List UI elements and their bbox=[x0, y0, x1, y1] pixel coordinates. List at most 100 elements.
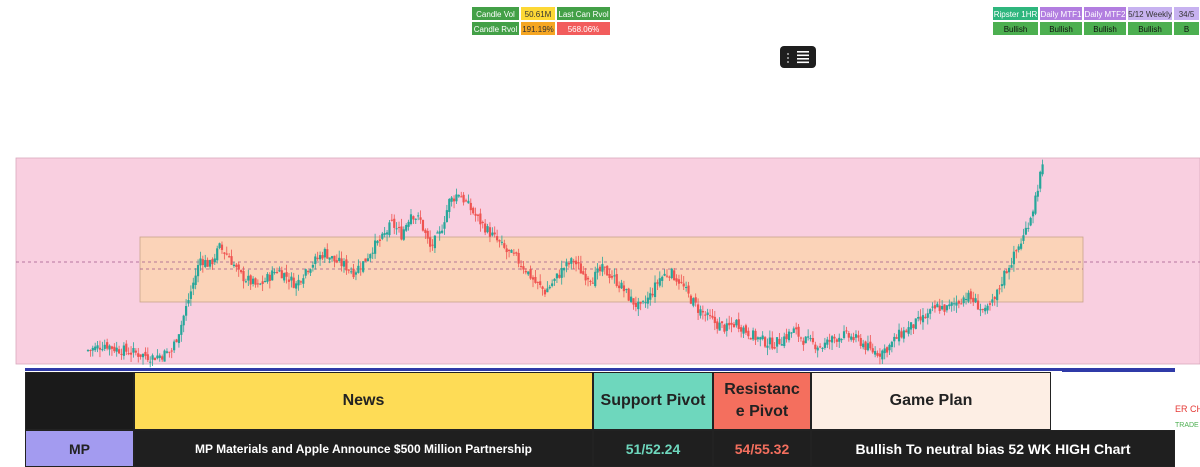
candle-body bbox=[359, 268, 362, 270]
candle-body bbox=[582, 271, 585, 275]
news-cell: MP Materials and Apple Announce $500 Mil… bbox=[134, 430, 593, 467]
candle-body bbox=[1029, 217, 1032, 226]
candle-body bbox=[96, 345, 99, 349]
candle-body bbox=[845, 330, 848, 332]
candle-body bbox=[874, 351, 877, 355]
candle-body bbox=[687, 285, 690, 294]
candle-body bbox=[357, 265, 360, 273]
table-top-border bbox=[25, 368, 1175, 371]
candle-body bbox=[692, 298, 695, 306]
candle-body bbox=[696, 304, 700, 313]
candle-body bbox=[819, 346, 822, 348]
candle-body bbox=[374, 240, 377, 254]
candle-body bbox=[933, 305, 937, 309]
candle-body bbox=[644, 302, 647, 304]
candle-body bbox=[457, 195, 460, 197]
candle-body bbox=[629, 296, 633, 303]
candle-body bbox=[161, 356, 164, 360]
menu-button[interactable] bbox=[780, 46, 816, 68]
candle-body bbox=[665, 275, 669, 277]
candle-body bbox=[261, 281, 264, 284]
candle-body bbox=[527, 271, 530, 275]
candle-body bbox=[134, 350, 137, 353]
candle-body bbox=[419, 217, 422, 220]
candle-body bbox=[754, 330, 757, 341]
candle-body bbox=[271, 270, 274, 281]
candle-body bbox=[792, 328, 795, 333]
resistance-pivot-cell: 54/55.32 bbox=[713, 430, 811, 467]
candle-body bbox=[921, 315, 925, 323]
candle-body bbox=[907, 327, 910, 334]
candle-body bbox=[706, 312, 709, 315]
candle-body bbox=[254, 278, 257, 285]
candle-body bbox=[366, 258, 370, 261]
candle-body bbox=[170, 350, 173, 352]
candle-body bbox=[902, 330, 905, 339]
candle-body bbox=[220, 244, 224, 250]
candle-body bbox=[1039, 171, 1042, 189]
candle-body bbox=[912, 324, 915, 328]
weekly-512-label: 5/12 Weekly bbox=[1127, 6, 1173, 21]
candle-stats-panel: Candle Vol 50.61M Last Can Rvol Candle R… bbox=[471, 6, 611, 36]
candle-body bbox=[713, 316, 716, 324]
candle-body bbox=[232, 264, 236, 267]
candle-body bbox=[893, 336, 896, 342]
candle-body bbox=[433, 235, 437, 249]
last-can-rvol-label: Last Can Rvol bbox=[556, 6, 611, 21]
candle-body bbox=[493, 232, 496, 235]
candle-body bbox=[778, 338, 781, 345]
candle-body bbox=[553, 278, 556, 282]
candle-body bbox=[682, 283, 685, 287]
candle-body bbox=[725, 323, 728, 331]
candle-body bbox=[385, 232, 389, 235]
candle-body bbox=[986, 305, 989, 311]
candle-body bbox=[309, 269, 312, 273]
header-resistance-pivot: Resistanc e Pivot bbox=[713, 372, 811, 430]
candle-body bbox=[716, 321, 719, 329]
candle-body bbox=[773, 347, 776, 349]
candle-body bbox=[175, 339, 178, 342]
candle-body bbox=[290, 276, 293, 281]
candle-body bbox=[235, 264, 238, 267]
candle-body bbox=[507, 249, 511, 252]
candle-body bbox=[658, 278, 661, 286]
candle-body bbox=[452, 198, 456, 202]
candle-body bbox=[304, 269, 307, 276]
candle-body bbox=[742, 327, 745, 334]
candle-body bbox=[519, 266, 523, 268]
candle-body bbox=[438, 231, 441, 234]
candle-body bbox=[974, 298, 977, 303]
candle-body bbox=[168, 351, 171, 353]
candle-body bbox=[278, 270, 281, 272]
candle-body bbox=[551, 283, 554, 286]
candle-body bbox=[531, 277, 535, 280]
candle-body bbox=[723, 324, 726, 332]
candle-body bbox=[505, 248, 508, 253]
overflow-label-red: ER CH bbox=[1175, 404, 1200, 414]
candle-body bbox=[972, 297, 975, 303]
candle-body bbox=[572, 260, 575, 263]
candle-body bbox=[192, 282, 195, 289]
daily-mtf1-label: Daily MTF1 bbox=[1039, 6, 1083, 21]
price-chart[interactable] bbox=[0, 150, 1200, 372]
candle-rvol-value: 191.19% bbox=[520, 21, 556, 36]
candle-body bbox=[503, 243, 506, 248]
inner-pivot-zone bbox=[139, 236, 1084, 303]
candle-body bbox=[728, 322, 731, 326]
candle-body bbox=[895, 337, 898, 339]
candle-body bbox=[464, 200, 468, 202]
candle-body bbox=[402, 229, 405, 240]
candle-body bbox=[541, 286, 544, 289]
candle-body bbox=[900, 331, 903, 338]
candle-body bbox=[761, 335, 764, 340]
candle-body bbox=[228, 256, 231, 258]
candle-body bbox=[225, 253, 228, 255]
candle-body bbox=[854, 334, 858, 338]
candle-body bbox=[998, 288, 1001, 290]
candle-body bbox=[720, 321, 724, 324]
candle-body bbox=[237, 264, 240, 270]
candle-body bbox=[799, 337, 803, 339]
candle-body bbox=[952, 303, 956, 305]
candle-body bbox=[840, 339, 843, 341]
candle-body bbox=[108, 345, 111, 350]
